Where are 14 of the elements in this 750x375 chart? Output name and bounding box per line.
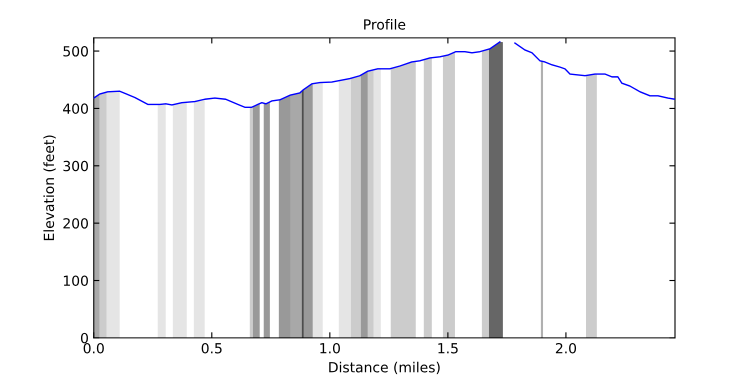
- y-tick-label: 200: [63, 218, 88, 229]
- y-tick-label: 500: [63, 46, 88, 57]
- x-tick-label: 1.5: [438, 343, 458, 354]
- x-axis-title: Distance (miles): [329, 362, 440, 374]
- y-tick-label: 300: [63, 160, 88, 172]
- y-tick-label: 0: [80, 332, 88, 344]
- x-tick-label: 1.0: [320, 342, 340, 354]
- x-tick-label: 0.0: [84, 342, 104, 354]
- x-tick-label: 2.0: [556, 342, 576, 354]
- y-tick-label: 100: [64, 275, 88, 286]
- y-axis-title: Elevation (feet): [43, 135, 56, 240]
- y-tick-label: 400: [63, 103, 88, 114]
- x-tick-label: 0.5: [202, 342, 222, 354]
- chart-title: Profile: [364, 18, 406, 30]
